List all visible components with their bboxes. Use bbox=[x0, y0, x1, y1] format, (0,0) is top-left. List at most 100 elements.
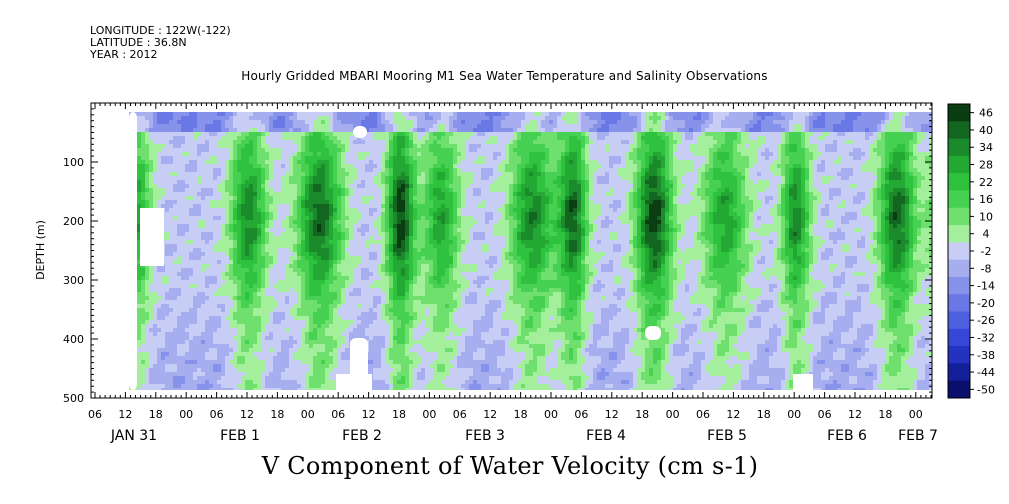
heatmap-cell bbox=[181, 192, 185, 196]
heatmap-cell bbox=[229, 216, 233, 220]
heatmap-cell bbox=[217, 320, 221, 324]
heatmap-cell bbox=[413, 188, 417, 192]
heatmap-cell bbox=[229, 324, 233, 328]
heatmap-cell bbox=[369, 228, 373, 232]
heatmap-cell bbox=[365, 132, 369, 136]
heatmap-cell bbox=[189, 136, 193, 140]
heatmap-cell bbox=[201, 200, 205, 204]
heatmap-cell bbox=[221, 228, 225, 232]
heatmap-cell bbox=[165, 376, 169, 380]
heatmap-cell bbox=[233, 268, 237, 272]
heatmap-cell bbox=[401, 212, 405, 216]
heatmap-cell bbox=[185, 388, 189, 390]
heatmap-cell bbox=[245, 196, 249, 200]
heatmap-cell bbox=[337, 148, 341, 152]
heatmap-cell bbox=[369, 136, 373, 140]
heatmap-cell bbox=[405, 352, 409, 356]
heatmap-cell bbox=[213, 228, 217, 232]
heatmap-cell bbox=[373, 272, 377, 276]
heatmap-cell bbox=[249, 368, 253, 372]
heatmap-cell bbox=[221, 312, 225, 316]
heatmap-cell bbox=[185, 216, 189, 220]
heatmap-cell bbox=[337, 144, 341, 148]
heatmap-cell bbox=[349, 316, 353, 320]
heatmap-cell bbox=[381, 116, 385, 120]
heatmap-cell bbox=[313, 240, 317, 244]
heatmap-cell bbox=[149, 184, 153, 188]
heatmap-cell bbox=[393, 188, 397, 192]
heatmap-cell bbox=[301, 168, 305, 172]
heatmap-cell bbox=[369, 348, 373, 352]
heatmap-cell bbox=[373, 304, 377, 308]
heatmap-cell bbox=[297, 244, 301, 248]
heatmap-cell bbox=[313, 144, 317, 148]
heatmap-cell bbox=[353, 192, 357, 196]
heatmap-cell bbox=[401, 224, 405, 228]
heatmap-cell bbox=[213, 304, 217, 308]
heatmap-cell bbox=[393, 132, 397, 136]
heatmap-cell bbox=[401, 172, 405, 176]
heatmap-cell bbox=[169, 388, 173, 390]
heatmap-cell bbox=[221, 176, 225, 180]
heatmap-cell bbox=[213, 364, 217, 368]
heatmap-cell bbox=[317, 328, 321, 332]
heatmap-cell bbox=[281, 244, 285, 248]
heatmap-cell bbox=[173, 128, 177, 132]
heatmap-cell bbox=[301, 296, 305, 300]
heatmap-cell bbox=[293, 180, 297, 184]
heatmap-cell bbox=[405, 168, 409, 172]
heatmap-cell bbox=[325, 152, 329, 156]
heatmap-cell bbox=[137, 160, 141, 164]
heatmap-cell bbox=[313, 136, 317, 140]
heatmap-cell bbox=[265, 304, 269, 308]
heatmap-cell bbox=[305, 148, 309, 152]
heatmap-cell bbox=[273, 224, 277, 228]
heatmap-cell bbox=[237, 336, 241, 340]
heatmap-cell bbox=[397, 360, 401, 364]
heatmap-cell bbox=[345, 320, 349, 324]
heatmap-cell bbox=[269, 148, 273, 152]
heatmap-cell bbox=[181, 276, 185, 280]
heatmap-cell bbox=[337, 156, 341, 160]
heatmap-cell bbox=[317, 376, 321, 380]
heatmap-cell bbox=[249, 288, 253, 292]
heatmap-cell bbox=[221, 340, 225, 344]
heatmap-cell bbox=[137, 236, 141, 240]
heatmap-cell bbox=[261, 200, 265, 204]
heatmap-cell bbox=[345, 288, 349, 292]
heatmap-cell bbox=[197, 328, 201, 332]
heatmap-cell bbox=[285, 344, 289, 348]
heatmap-cell bbox=[237, 384, 241, 388]
heatmap-cell bbox=[145, 164, 149, 168]
heatmap-cell bbox=[329, 364, 333, 368]
heatmap-cell bbox=[373, 372, 377, 376]
heatmap-cell bbox=[309, 364, 313, 368]
heatmap-cell bbox=[377, 204, 381, 208]
heatmap-cell bbox=[161, 292, 165, 296]
heatmap-cell bbox=[265, 128, 269, 132]
heatmap-cell bbox=[185, 228, 189, 232]
heatmap-cell bbox=[333, 156, 337, 160]
heatmap-cell bbox=[405, 316, 409, 320]
heatmap-cell bbox=[401, 128, 405, 132]
heatmap-cell bbox=[137, 280, 141, 284]
heatmap-cell bbox=[197, 160, 201, 164]
heatmap-cell bbox=[181, 324, 185, 328]
heatmap-cell bbox=[257, 176, 261, 180]
heatmap-cell bbox=[173, 240, 177, 244]
heatmap-cell bbox=[361, 308, 365, 312]
heatmap-cell bbox=[261, 160, 265, 164]
heatmap-cell bbox=[233, 232, 237, 236]
heatmap-cell bbox=[401, 260, 405, 264]
heatmap-cell bbox=[397, 300, 401, 304]
heatmap-cell bbox=[301, 252, 305, 256]
heatmap-cell bbox=[357, 204, 361, 208]
heatmap-cell bbox=[349, 296, 353, 300]
heatmap-cell bbox=[213, 372, 217, 376]
heatmap-cell bbox=[341, 136, 345, 140]
heatmap-cell bbox=[289, 332, 293, 336]
heatmap-cell bbox=[169, 260, 173, 264]
heatmap-cell bbox=[321, 308, 325, 312]
heatmap-cell bbox=[305, 336, 309, 340]
heatmap-cell bbox=[405, 264, 409, 268]
